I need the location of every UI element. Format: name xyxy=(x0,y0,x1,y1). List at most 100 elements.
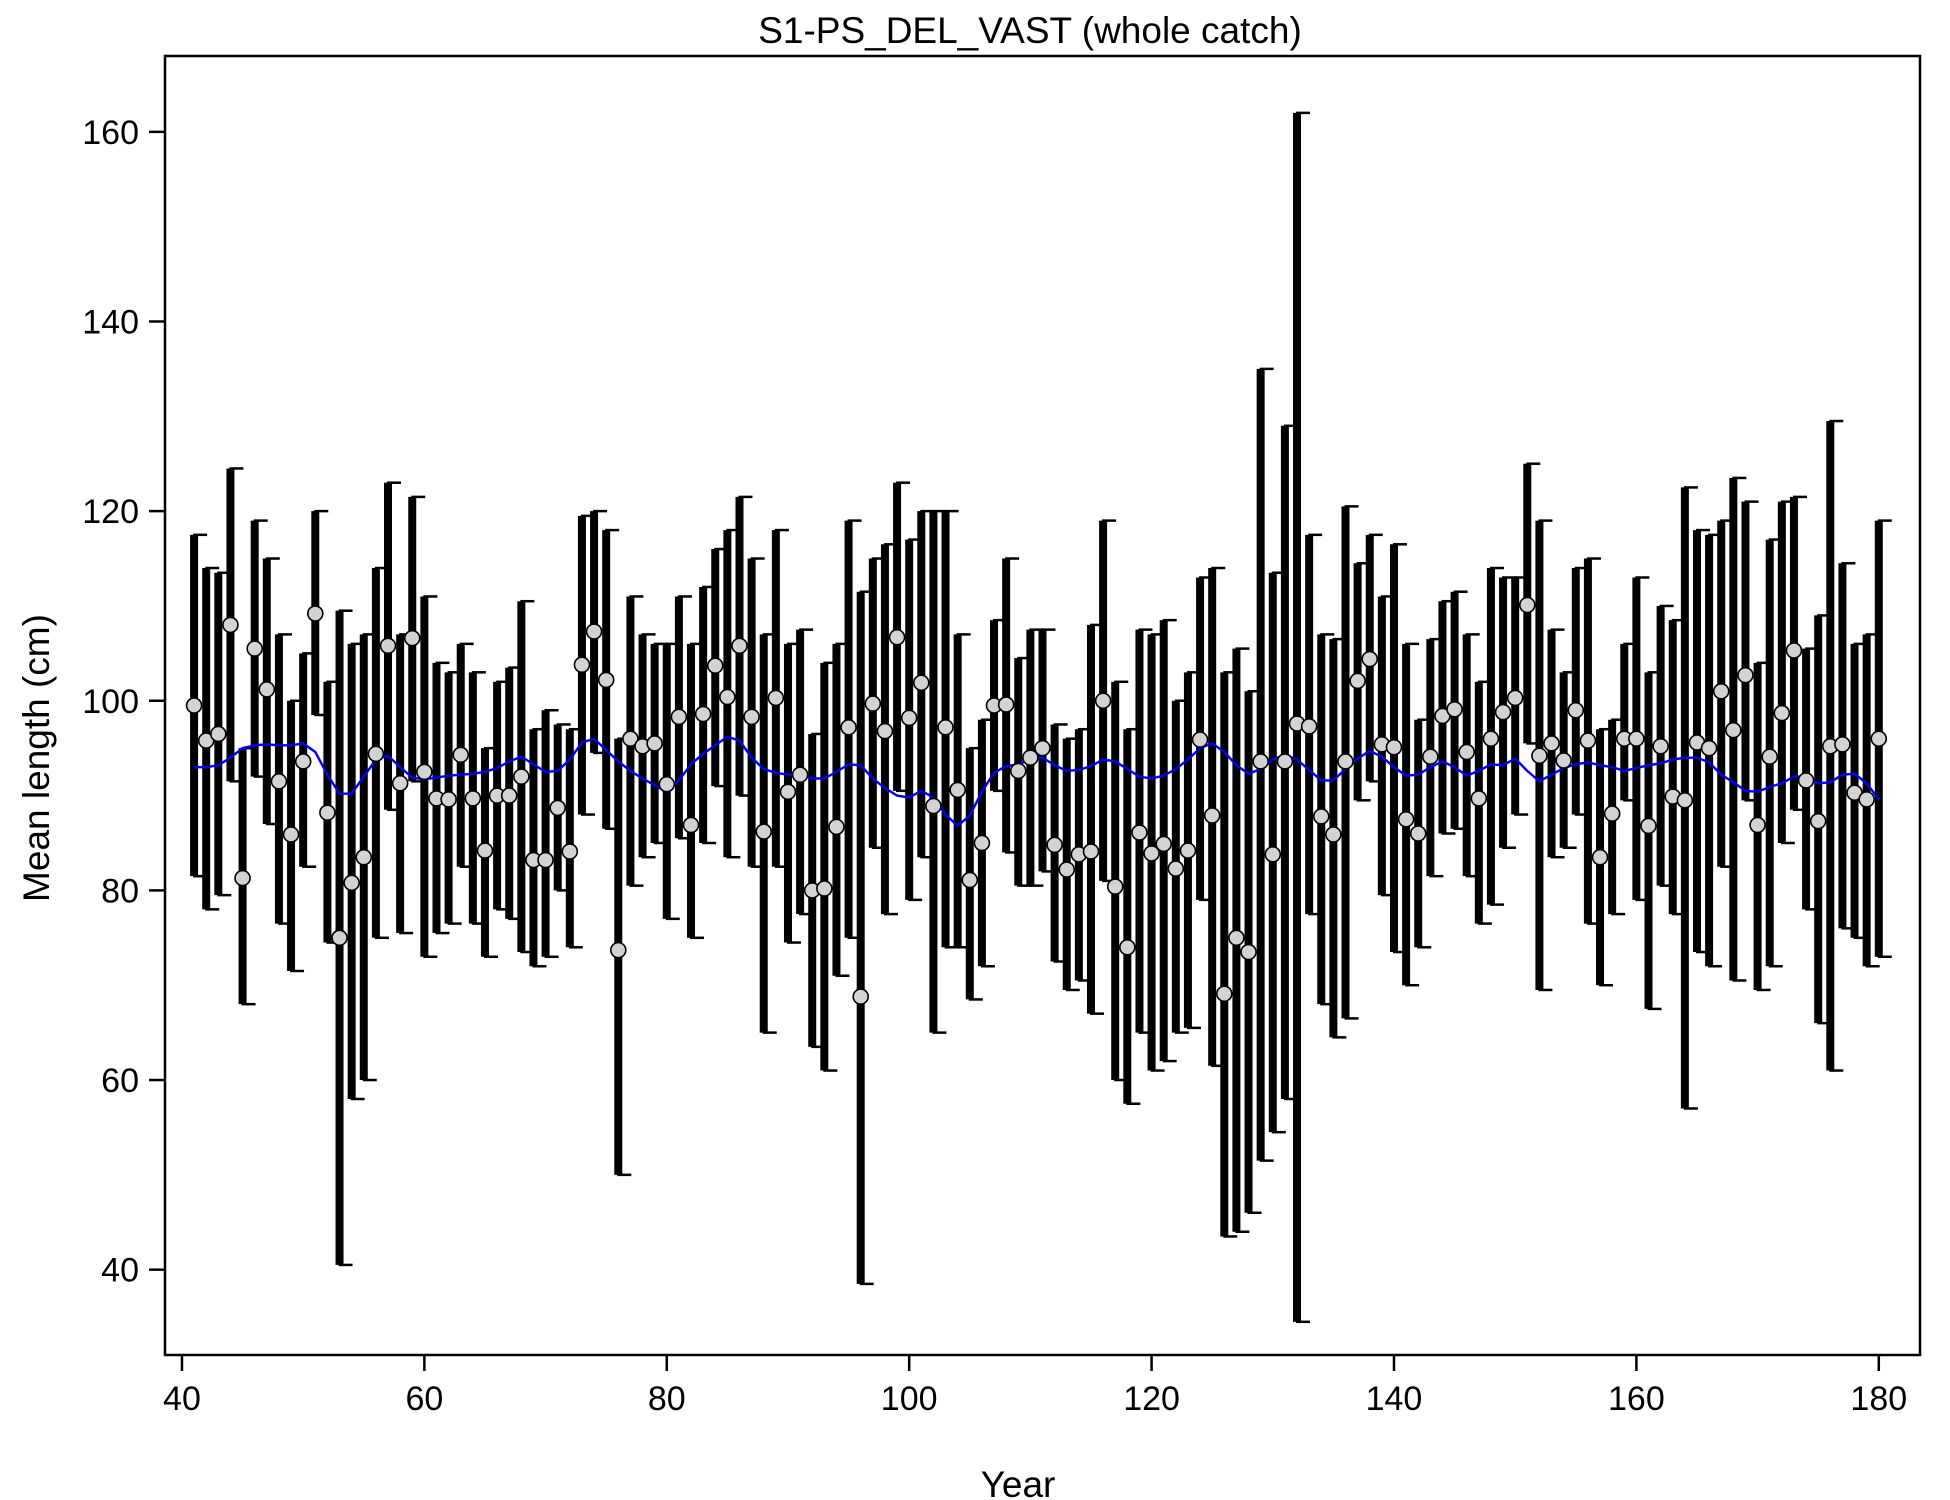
data-point xyxy=(1191,731,1209,748)
data-point xyxy=(622,730,639,747)
data-point xyxy=(1106,878,1124,895)
data-point xyxy=(816,880,833,897)
data-point xyxy=(282,826,300,843)
data-point xyxy=(1494,703,1512,721)
data-point xyxy=(561,843,579,860)
data-point xyxy=(1506,689,1524,707)
data-point xyxy=(367,745,385,763)
data-point xyxy=(1603,805,1621,822)
data-point xyxy=(925,797,942,815)
data-point xyxy=(1482,730,1500,747)
data-point xyxy=(743,708,760,726)
y-tick-label: 100 xyxy=(82,683,139,721)
data-point xyxy=(1216,985,1233,1003)
data-point xyxy=(1676,792,1694,809)
x-tick-label: 140 xyxy=(1366,1380,1423,1418)
data-point xyxy=(1458,743,1476,761)
data-point xyxy=(1349,672,1366,690)
data-point xyxy=(755,823,773,840)
y-tick-label: 60 xyxy=(101,1062,139,1100)
plot-frame xyxy=(163,54,1922,1357)
data-point xyxy=(1785,642,1803,659)
data-point xyxy=(876,722,894,740)
data-point xyxy=(731,637,748,655)
data-point xyxy=(185,697,203,714)
x-axis-title: Year xyxy=(981,1464,1056,1500)
data-point xyxy=(1361,650,1379,668)
data-point xyxy=(1700,739,1718,757)
data-point xyxy=(1797,772,1815,789)
data-point xyxy=(452,746,470,764)
y-tick-label: 120 xyxy=(82,493,139,531)
data-point xyxy=(1809,812,1827,830)
data-point xyxy=(513,768,530,785)
data-point xyxy=(234,869,251,887)
data-point xyxy=(306,605,324,622)
data-point xyxy=(779,783,797,801)
data-point xyxy=(1155,835,1173,853)
data-point xyxy=(1203,807,1221,824)
data-point xyxy=(1749,816,1766,834)
x-tick-label: 60 xyxy=(405,1380,443,1418)
data-point xyxy=(331,929,348,947)
data-point xyxy=(1131,824,1148,841)
data-point xyxy=(1446,700,1463,718)
data-point xyxy=(464,790,482,807)
data-point xyxy=(828,818,845,836)
data-point xyxy=(1082,843,1100,860)
data-point xyxy=(1737,666,1754,684)
data-point xyxy=(852,988,869,1005)
data-point xyxy=(294,753,312,770)
y-axis: 40 60 80 100 120 140 160 xyxy=(82,114,165,1290)
data-point xyxy=(937,719,954,736)
data-point xyxy=(1300,718,1318,735)
x-tick-label: 180 xyxy=(1850,1380,1907,1418)
data-point xyxy=(1543,735,1560,752)
data-point xyxy=(416,763,433,781)
data-point xyxy=(1761,748,1779,766)
data-point xyxy=(1058,861,1076,878)
data-point xyxy=(379,637,397,655)
data-point xyxy=(670,708,688,726)
error-bars xyxy=(190,111,1892,1324)
x-tick-label: 160 xyxy=(1608,1380,1665,1418)
y-axis-title: Mean length (cm) xyxy=(16,614,57,902)
data-point xyxy=(1519,596,1536,614)
data-point xyxy=(706,657,724,674)
data-point xyxy=(1312,808,1330,825)
data-point xyxy=(961,871,979,889)
data-point xyxy=(1094,692,1112,710)
data-point xyxy=(646,735,663,752)
data-point xyxy=(1143,845,1160,862)
data-point xyxy=(258,681,276,698)
x-tick-label: 100 xyxy=(881,1380,938,1418)
data-point xyxy=(864,695,882,712)
data-point xyxy=(476,842,494,859)
data-point xyxy=(585,623,603,640)
data-point xyxy=(1834,736,1851,753)
data-point xyxy=(597,671,615,689)
data-point xyxy=(791,766,809,784)
data-points xyxy=(185,596,1888,1005)
data-point xyxy=(888,628,906,646)
data-point xyxy=(1046,836,1063,854)
data-point xyxy=(1591,848,1609,866)
data-point xyxy=(270,773,288,790)
data-point xyxy=(246,640,263,657)
data-point xyxy=(1725,721,1742,739)
data-point xyxy=(682,816,700,834)
x-tick-label: 120 xyxy=(1123,1380,1180,1418)
data-point xyxy=(222,616,239,634)
x-tick-label: 80 xyxy=(648,1380,686,1418)
data-point xyxy=(1264,846,1282,863)
data-point xyxy=(1034,739,1051,757)
data-point xyxy=(1652,737,1669,755)
y-tick-label: 140 xyxy=(82,303,139,341)
data-point xyxy=(949,781,966,799)
data-point xyxy=(1858,791,1875,808)
data-point xyxy=(1470,790,1488,807)
data-point xyxy=(1773,704,1791,722)
data-point xyxy=(1870,730,1888,747)
data-point xyxy=(1022,749,1039,766)
